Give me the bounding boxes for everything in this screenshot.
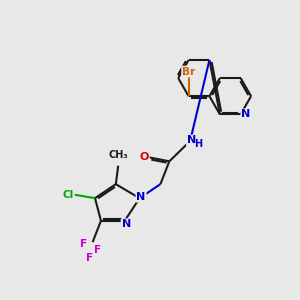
Text: F: F <box>80 238 87 249</box>
Text: O: O <box>140 152 149 162</box>
Text: F: F <box>85 253 93 262</box>
Text: N: N <box>242 109 250 119</box>
Text: H: H <box>194 139 202 149</box>
Text: Br: Br <box>182 67 195 76</box>
Text: Cl: Cl <box>63 190 74 200</box>
Text: N: N <box>122 219 131 229</box>
Text: CH₃: CH₃ <box>108 150 128 161</box>
Text: F: F <box>94 245 101 256</box>
Text: N: N <box>187 136 196 146</box>
Text: N: N <box>136 192 146 202</box>
